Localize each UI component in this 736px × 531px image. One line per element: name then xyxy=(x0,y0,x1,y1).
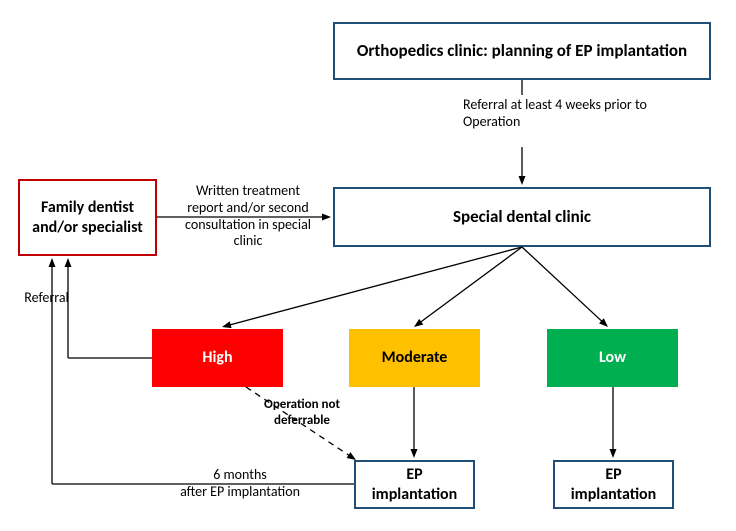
special-dental-label: Special dental clinic xyxy=(453,207,591,227)
risk-low-label: Low xyxy=(599,348,626,367)
family-dentist-label: Family dentist and/or specialist xyxy=(26,198,149,236)
risk-low-box: Low xyxy=(547,329,678,387)
referral-weeks-label: Referral at least 4 weeks prior toOperat… xyxy=(463,97,713,131)
six-months-label: 6 monthsafter EP implantation xyxy=(150,467,330,501)
referral-label: Referral xyxy=(14,290,79,307)
operation-not-deferrable-label: Operation notdeferrable xyxy=(247,397,357,428)
special-dental-box: Special dental clinic xyxy=(333,187,711,247)
family-dentist-box: Family dentist and/or specialist xyxy=(18,179,157,256)
risk-moderate-box: Moderate xyxy=(349,329,480,387)
ep-implantation-label-1: EP implantation xyxy=(362,465,467,503)
risk-moderate-label: Moderate xyxy=(382,348,448,367)
ep-implantation-label-2: EP implantation xyxy=(561,465,666,503)
ep-implantation-box-1: EP implantation xyxy=(354,460,475,509)
ep-implantation-box-2: EP implantation xyxy=(553,460,674,509)
orthopedics-label: Orthopedics clinic: planning of EP impla… xyxy=(357,41,687,61)
written-treatment-label: Written treatmentreport and/or secondcon… xyxy=(168,183,328,250)
risk-high-label: High xyxy=(202,348,232,367)
orthopedics-box: Orthopedics clinic: planning of EP impla… xyxy=(333,22,711,80)
risk-high-box: High xyxy=(152,329,283,387)
